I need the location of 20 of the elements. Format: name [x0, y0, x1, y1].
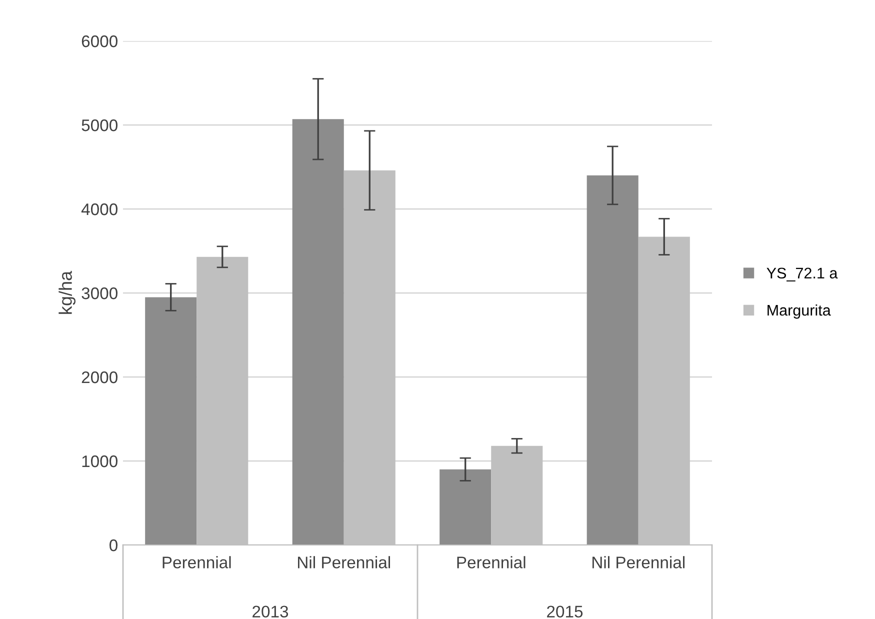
bar: [440, 469, 492, 545]
y-tick-label: 4000: [81, 203, 118, 216]
y-tick-label: 3000: [82, 287, 118, 300]
legend-label: YS_72.1 a: [766, 268, 838, 282]
y-tick-label: 2000: [82, 371, 118, 384]
x-tick-label: Perennial: [457, 556, 526, 568]
y-tick-label: 5000: [82, 119, 118, 132]
y-tick-label: 1000: [82, 455, 118, 468]
text: 2015: [547, 606, 583, 618]
text: 2013: [252, 606, 288, 618]
y-tick-label: 0: [110, 539, 118, 552]
x-tick-label: Nil Perennial: [298, 556, 390, 568]
x-tick-label: Perennial: [162, 556, 231, 568]
bar: [292, 119, 344, 545]
legend-label: Margurita: [768, 304, 831, 319]
bar: [145, 297, 197, 545]
y-axis-title: kg/ha: [58, 270, 76, 314]
y-tick-label: 6000: [82, 35, 118, 48]
bar: [586, 175, 638, 545]
x-tick-label: Nil Perennial: [592, 556, 685, 568]
